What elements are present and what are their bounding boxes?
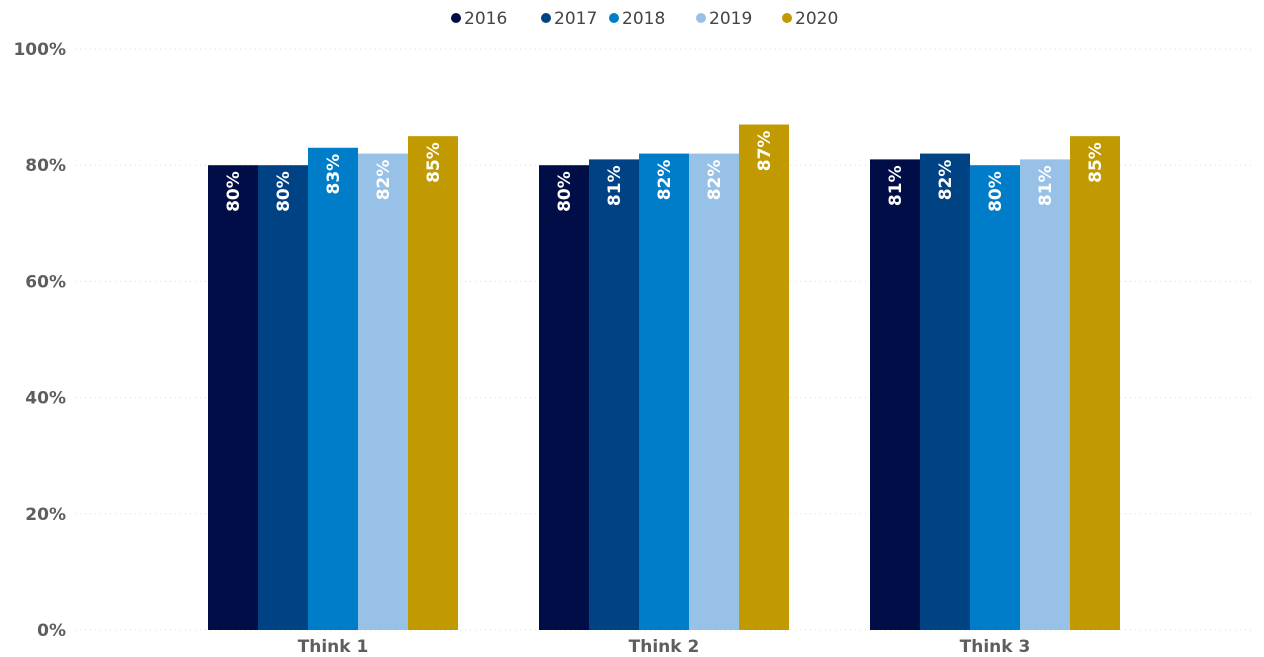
legend-marker-2018	[609, 13, 619, 23]
bar-2019-3[interactable]	[1020, 159, 1070, 630]
legend-marker-2020	[782, 13, 792, 23]
bars	[208, 124, 1120, 630]
data-label: 82%	[705, 160, 725, 201]
legend: 2016 2017 2018 2019 2020	[451, 9, 838, 29]
data-label: 82%	[374, 160, 394, 201]
bar-2017-1[interactable]	[258, 165, 308, 630]
legend-label: 2017	[554, 9, 597, 29]
y-tick-label: 80%	[25, 156, 66, 176]
y-axis: 0% 20% 40% 60% 80% 100%	[13, 40, 66, 641]
bar-2020-1[interactable]	[408, 136, 458, 630]
x-tick-label: Think 2	[629, 637, 700, 657]
data-label: 82%	[936, 160, 956, 201]
legend-marker-2019	[696, 13, 706, 23]
legend-marker-2016	[451, 13, 461, 23]
bar-2017-2[interactable]	[589, 159, 639, 630]
bar-2020-3[interactable]	[1070, 136, 1120, 630]
data-label: 80%	[224, 171, 244, 212]
bar-2016-2[interactable]	[539, 165, 589, 630]
legend-label: 2019	[709, 9, 752, 29]
bar-2016-1[interactable]	[208, 165, 258, 630]
legend-marker-2017	[541, 13, 551, 23]
data-label: 80%	[555, 171, 575, 212]
data-labels: 80% 80% 83% 82% 85% 80% 81% 82% 82% 87% 81% 82% 80% 8…	[224, 131, 1106, 212]
data-label: 81%	[1036, 165, 1056, 206]
y-tick-label: 20%	[25, 505, 66, 525]
legend-label: 2018	[622, 9, 665, 29]
data-label: 81%	[605, 165, 625, 206]
y-tick-label: 0%	[37, 621, 66, 641]
data-label: 80%	[986, 171, 1006, 212]
data-label: 83%	[324, 154, 344, 195]
data-label: 85%	[1086, 142, 1106, 183]
bar-2019-1[interactable]	[358, 153, 408, 630]
y-tick-label: 100%	[13, 40, 66, 60]
bar-2018-2[interactable]	[639, 153, 689, 630]
data-label: 80%	[274, 171, 294, 212]
bar-2016-3[interactable]	[870, 159, 920, 630]
bar-2019-2[interactable]	[689, 153, 739, 630]
y-tick-label: 60%	[25, 272, 66, 292]
data-label: 82%	[655, 160, 675, 201]
x-axis: Think 1 Think 2 Think 3	[298, 637, 1031, 657]
legend-label: 2020	[795, 9, 838, 29]
data-label: 85%	[424, 142, 444, 183]
bar-2020-2[interactable]	[739, 124, 789, 630]
y-tick-label: 40%	[25, 389, 66, 409]
bar-2018-3[interactable]	[970, 165, 1020, 630]
bar-2017-3[interactable]	[920, 153, 970, 630]
data-label: 81%	[886, 165, 906, 206]
bar-2018-1[interactable]	[308, 147, 358, 630]
x-tick-label: Think 3	[960, 637, 1031, 657]
legend-label: 2016	[464, 9, 507, 29]
x-tick-label: Think 1	[298, 637, 369, 657]
data-label: 87%	[755, 131, 775, 172]
